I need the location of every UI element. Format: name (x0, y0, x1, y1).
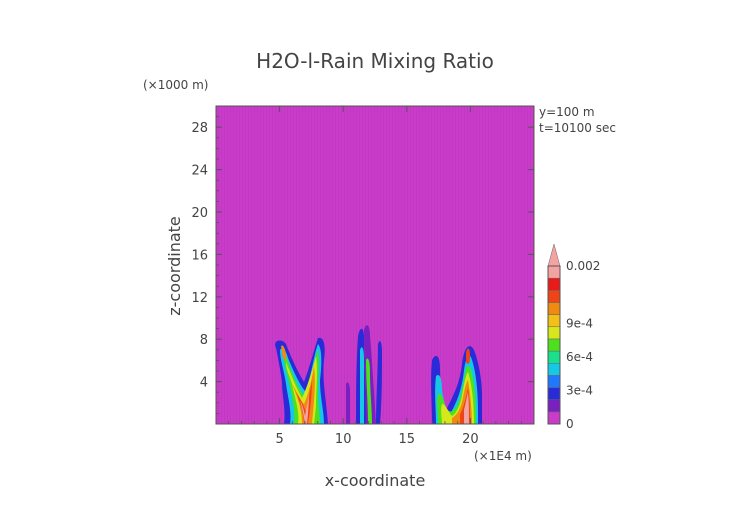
y-tick-label: 4 (200, 376, 208, 391)
colorbar-label: 3e-4 (566, 384, 593, 398)
colorbar-swatch (547, 338, 561, 352)
y-tick-label: 24 (191, 164, 208, 179)
rain-features (275, 325, 482, 424)
y-tick-label: 12 (191, 291, 208, 306)
x-tick-label: 10 (335, 432, 352, 447)
colorbar-swatch (547, 290, 561, 303)
y-axis: 4 8 12 16 20 24 28 (191, 116, 534, 414)
x-tick-label: 15 (399, 432, 416, 447)
colorbar-swatch (547, 326, 561, 340)
plot-grain (216, 106, 534, 424)
x-tick-label: 20 (462, 432, 479, 447)
y-tick-label: 20 (191, 206, 208, 221)
center-streak-side (346, 382, 350, 424)
colorbar-swatch (547, 411, 561, 425)
chart-title: H2O-l-Rain Mixing Ratio (256, 49, 494, 73)
y-tick-label: 16 (191, 248, 208, 263)
center-streak-inner (360, 347, 364, 424)
colorbar: 0 3e-4 6e-4 9e-4 0.002 (547, 243, 600, 431)
colorbar-swatch (547, 277, 561, 291)
y-unit-label: (×1000 m) (143, 78, 208, 92)
colorbar-swatch (547, 350, 561, 364)
right-cluster-top (466, 348, 470, 364)
y-tick-label: 28 (191, 121, 208, 136)
colorbar-frame (547, 265, 561, 425)
x-axis: 5 10 15 20 (228, 106, 522, 447)
x-axis-label: x-coordinate (325, 471, 426, 490)
y-axis-label: z-coordinate (165, 216, 184, 316)
colorbar-swatch (547, 302, 561, 315)
center-streak-right (376, 341, 382, 424)
colorbar-swatch (547, 375, 561, 388)
colorbar-overflow-arrow (547, 243, 561, 267)
center-streak-green (366, 358, 372, 424)
left-cluster-top (281, 345, 287, 361)
right-cluster-pink (464, 392, 469, 424)
colorbar-label: 6e-4 (566, 350, 593, 364)
left-cluster-pink (300, 394, 309, 424)
colorbar-label: 0 (566, 417, 574, 431)
x-tick-label: 5 (275, 432, 283, 447)
colorbar-swatch (547, 362, 561, 376)
colorbar-label: 9e-4 (566, 317, 593, 331)
colorbar-label: 0.002 (566, 259, 600, 273)
colorbar-swatch (547, 265, 561, 279)
colorbar-swatch (547, 399, 561, 413)
colorbar-swatch (547, 387, 561, 400)
annotation-y: y=100 m (539, 105, 595, 119)
x-unit-label: (×1E4 m) (474, 449, 532, 463)
y-tick-label: 8 (200, 333, 208, 348)
annotation-t: t=10100 sec (539, 121, 616, 135)
colorbar-swatch (547, 314, 561, 328)
